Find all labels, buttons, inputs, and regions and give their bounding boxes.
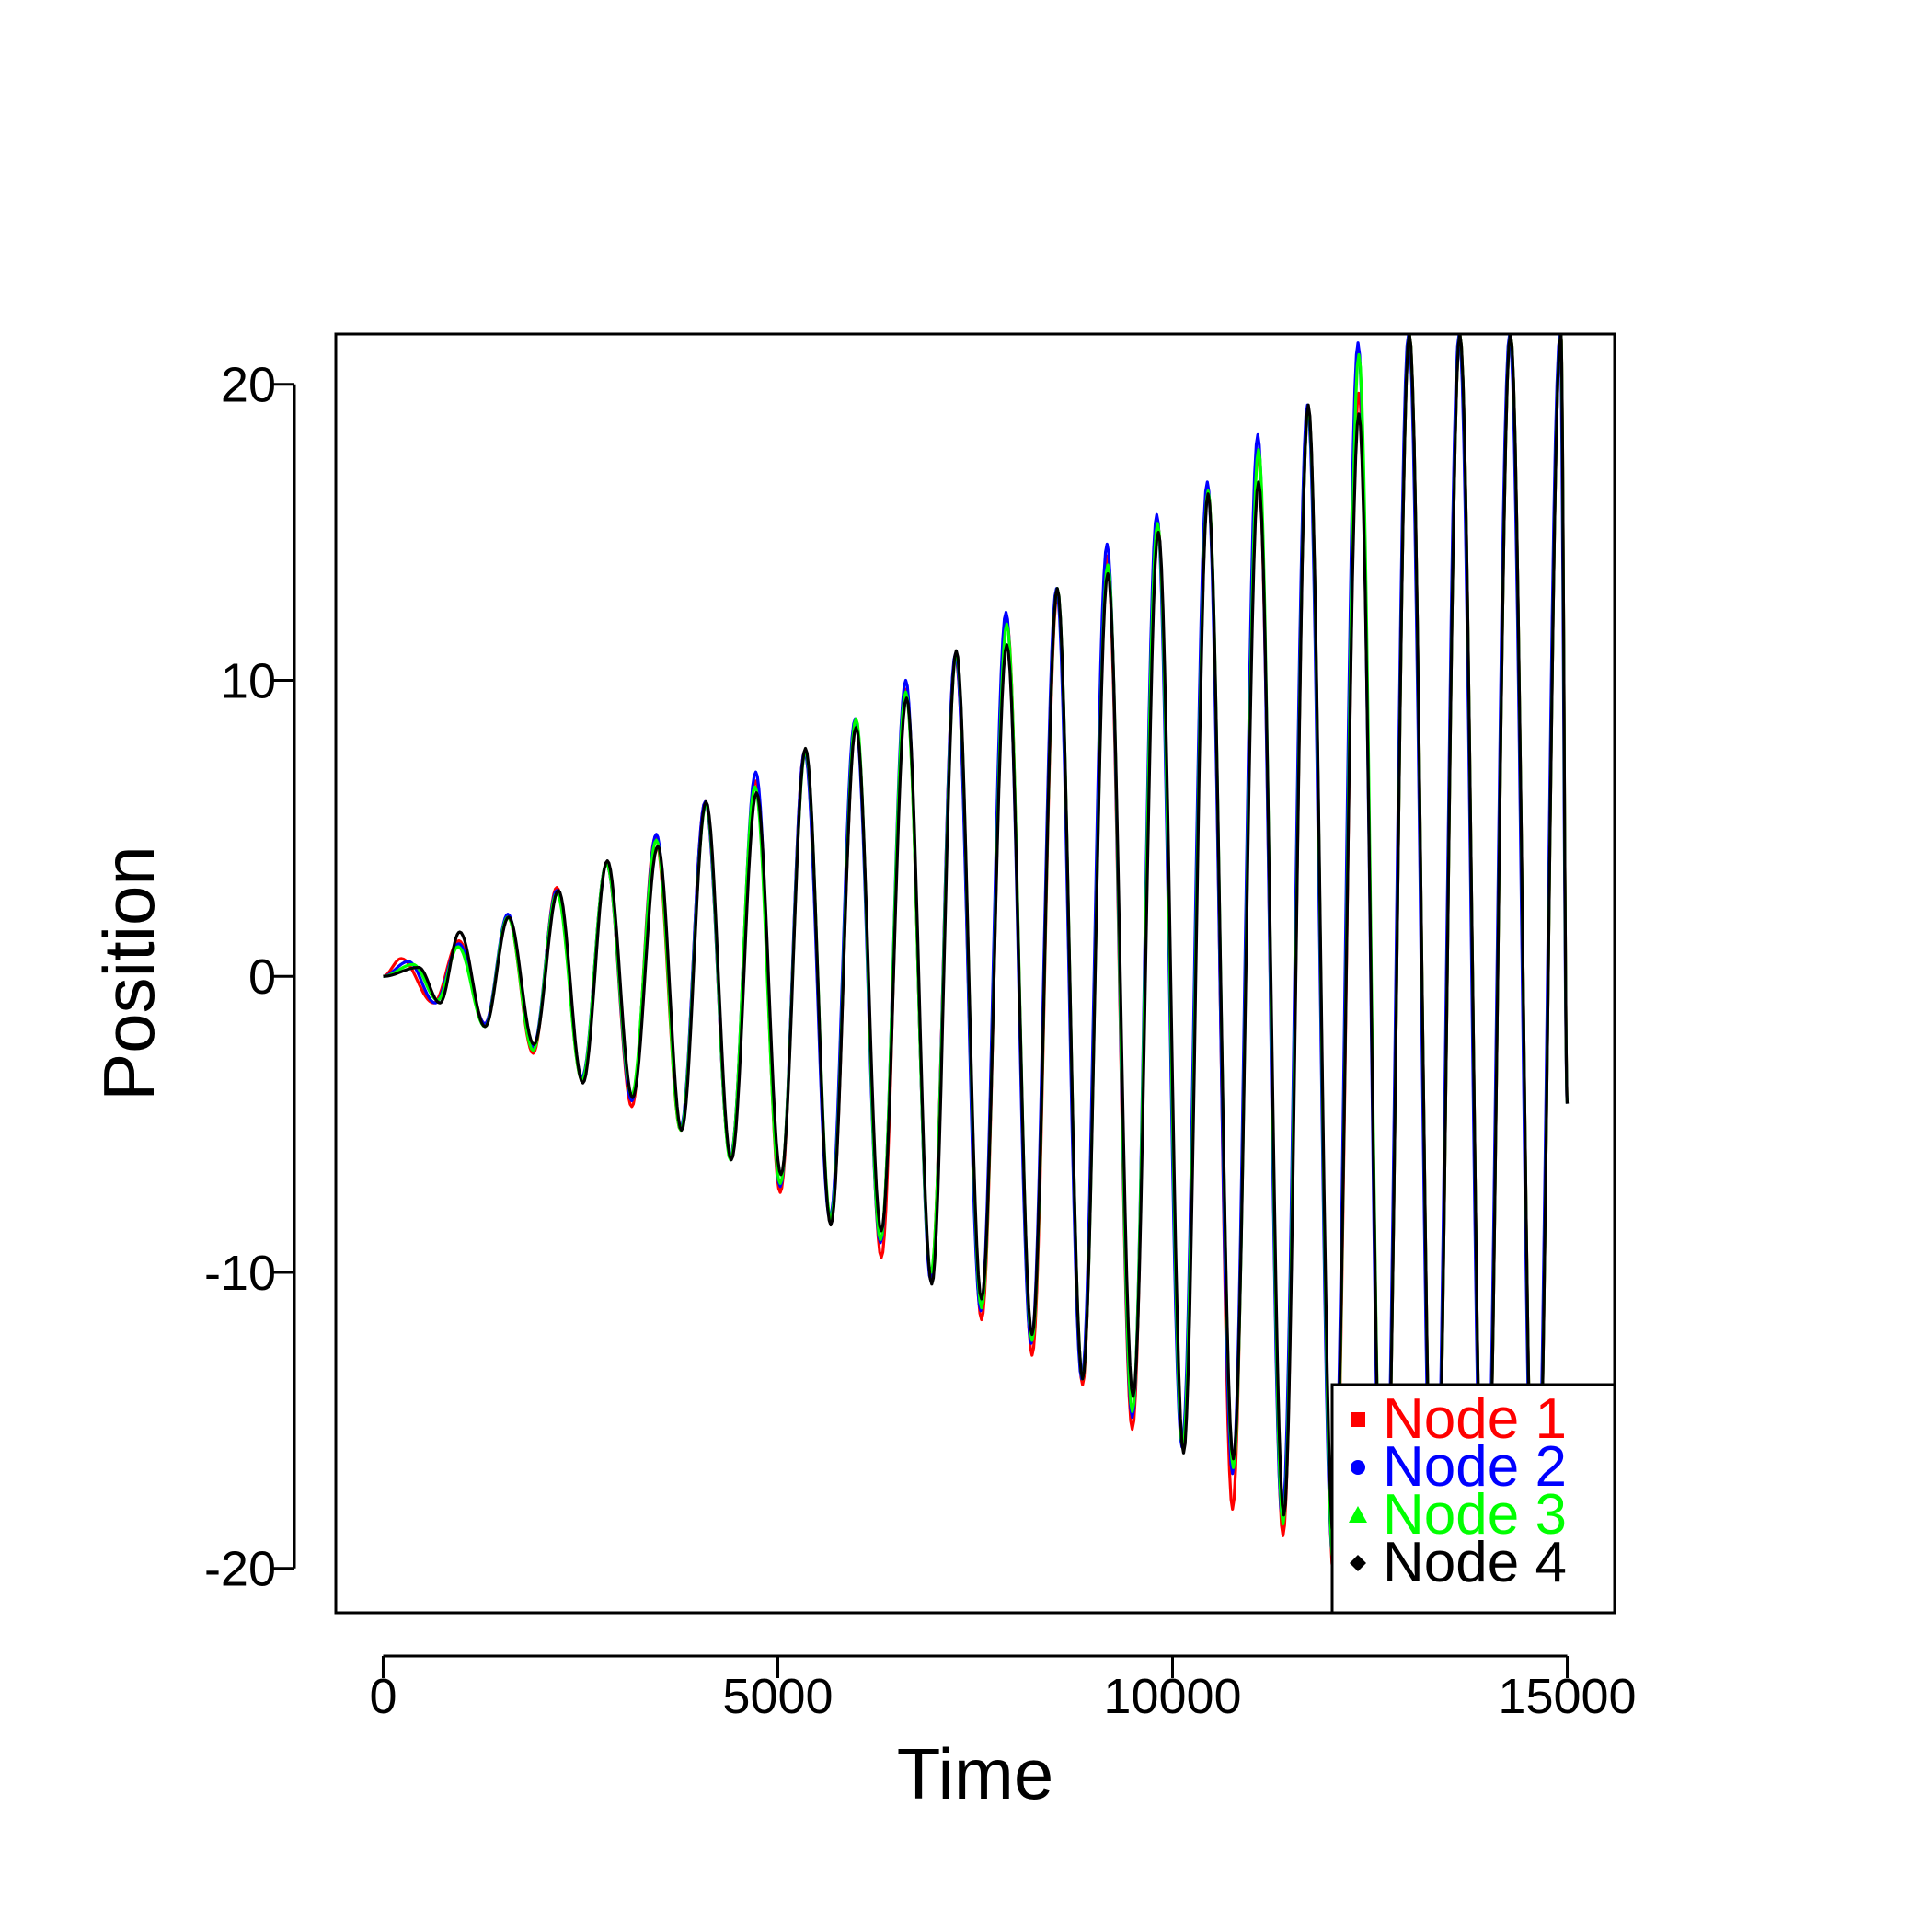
series-line-node-4 [383, 334, 1570, 1613]
legend-marker-node-2 [1351, 1460, 1365, 1475]
x-axis-title: Time [897, 1733, 1053, 1814]
legend-label-node-4: Node 4 [1383, 1531, 1567, 1594]
x-tick-label: 5000 [722, 1669, 833, 1724]
y-axis-title: Position [88, 845, 169, 1101]
legend-label-node-1: Node 1 [1383, 1387, 1567, 1451]
legend-box [1330, 1383, 1616, 1615]
x-tick-label: 15000 [1498, 1669, 1636, 1724]
y-tick-label: -20 [204, 1542, 276, 1597]
legend-label-node-3: Node 3 [1383, 1483, 1567, 1547]
x-tick-label: 0 [369, 1669, 397, 1724]
y-tick-label: 0 [248, 949, 276, 1005]
y-tick-label: -10 [204, 1246, 276, 1301]
legend-label-node-2: Node 2 [1383, 1435, 1567, 1499]
series-line-node-2 [383, 334, 1570, 1613]
plot-frame [334, 332, 1616, 1615]
y-axis: -20 -10 0 10 20 [204, 358, 296, 1597]
y-tick-label: 10 [221, 653, 276, 708]
series-layer [383, 334, 1570, 1613]
legend-marker-node-1 [1351, 1412, 1365, 1427]
legend-marker-node-3 [1349, 1506, 1367, 1523]
x-axis: 0 5000 10000 15000 [369, 1654, 1637, 1724]
legend-marker-node-4 [1350, 1555, 1366, 1571]
y-tick-label: 20 [221, 358, 276, 413]
x-tick-label: 10000 [1103, 1669, 1241, 1724]
